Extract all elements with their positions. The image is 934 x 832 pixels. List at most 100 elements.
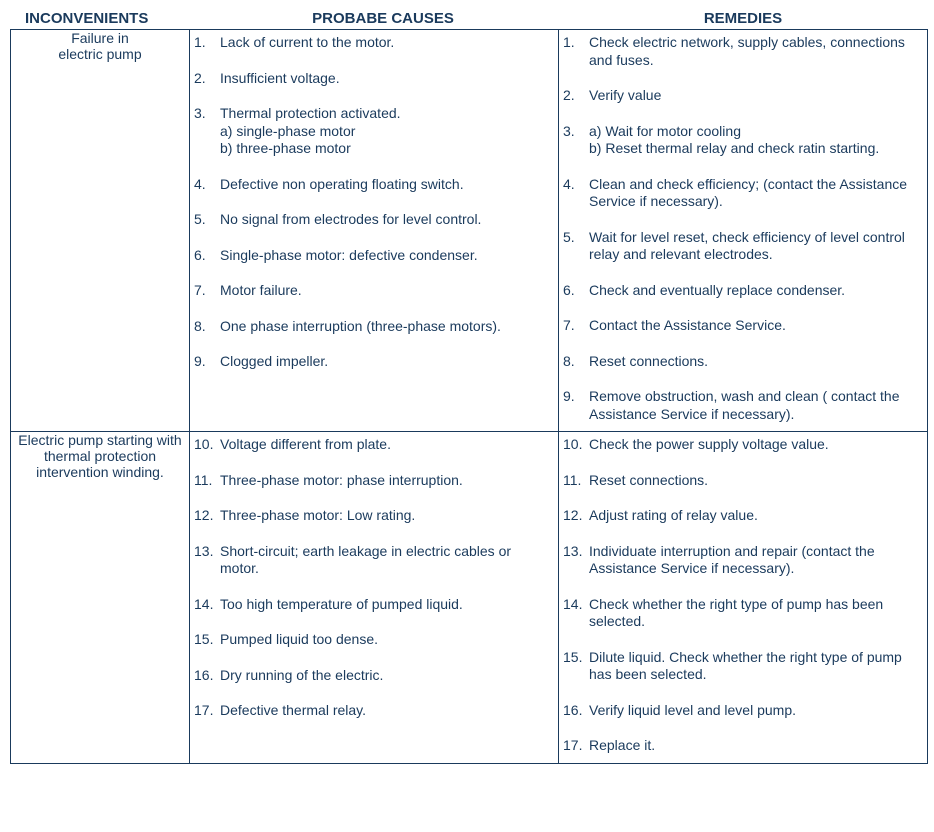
- item-number: 16.: [561, 702, 589, 720]
- cause-item: 13.Short-circuit; earth leakage in elect…: [190, 539, 558, 582]
- remedy-item: 1.Check electric network, supply cables,…: [559, 30, 927, 73]
- remedy-item: 12.Adjust rating of relay value.: [559, 503, 927, 529]
- table-row: Failure inelectric pump1.Lack of current…: [11, 30, 928, 432]
- item-number: 15.: [192, 631, 220, 649]
- item-text: Remove obstruction, wash and clean ( con…: [589, 388, 921, 423]
- cause-item: 4.Defective non operating floating switc…: [190, 172, 558, 198]
- item-number: 4.: [192, 176, 220, 194]
- item-text: One phase interruption (three-phase moto…: [220, 318, 552, 336]
- cause-item: 3.Thermal protection activated.a) single…: [190, 101, 558, 162]
- item-number: 3.: [192, 105, 220, 158]
- item-text: Individuate interruption and repair (con…: [589, 543, 921, 578]
- cause-item: 8.One phase interruption (three-phase mo…: [190, 314, 558, 340]
- item-number: 6.: [561, 282, 589, 300]
- causes-cell: 10.Voltage different from plate.11.Three…: [190, 432, 559, 764]
- item-text: Three-phase motor: Low rating.: [220, 507, 552, 525]
- item-text: Three-phase motor: phase interruption.: [220, 472, 552, 490]
- item-number: 7.: [561, 317, 589, 335]
- item-number: 13.: [192, 543, 220, 578]
- troubleshooting-table: Failure inelectric pump1.Lack of current…: [10, 29, 928, 764]
- item-text: Motor failure.: [220, 282, 552, 300]
- item-number: 11.: [192, 472, 220, 490]
- table-header-row: INCONVENIENTS PROBABE CAUSES REMEDIES: [10, 10, 924, 27]
- item-text: Voltage different from plate.: [220, 436, 552, 454]
- remedy-item: 9.Remove obstruction, wash and clean ( c…: [559, 384, 927, 427]
- item-text: Verify liquid level and level pump.: [589, 702, 921, 720]
- remedy-item: 2.Verify value: [559, 83, 927, 109]
- remedy-item: 17.Replace it.: [559, 733, 927, 759]
- item-number: 17.: [561, 737, 589, 755]
- remedy-item: 6.Check and eventually replace condenser…: [559, 278, 927, 304]
- table-row: Electric pump starting withthermal prote…: [11, 432, 928, 764]
- cause-item: 15.Pumped liquid too dense.: [190, 627, 558, 653]
- item-text: Check electric network, supply cables, c…: [589, 34, 921, 69]
- item-number: 5.: [561, 229, 589, 264]
- item-number: 12.: [561, 507, 589, 525]
- item-text: Check the power supply voltage value.: [589, 436, 921, 454]
- cause-item: 1.Lack of current to the motor.: [190, 30, 558, 56]
- item-number: 13.: [561, 543, 589, 578]
- remedy-item: 14.Check whether the right type of pump …: [559, 592, 927, 635]
- item-text: Insufficient voltage.: [220, 70, 552, 88]
- remedy-item: 15.Dilute liquid. Check whether the righ…: [559, 645, 927, 688]
- item-number: 2.: [561, 87, 589, 105]
- item-number: 10.: [192, 436, 220, 454]
- item-text: Verify value: [589, 87, 921, 105]
- item-number: 15.: [561, 649, 589, 684]
- item-text: Adjust rating of relay value.: [589, 507, 921, 525]
- header-inconvenients: INCONVENIENTS: [10, 10, 203, 27]
- item-text: Replace it.: [589, 737, 921, 755]
- item-text: Thermal protection activated.a) single-p…: [220, 105, 552, 158]
- item-number: 9.: [192, 353, 220, 371]
- inconvenient-cell: Failure inelectric pump: [11, 30, 190, 432]
- item-number: 17.: [192, 702, 220, 720]
- item-subtext: b) Reset thermal relay and check ratin s…: [589, 140, 921, 158]
- item-text: No signal from electrodes for level cont…: [220, 211, 552, 229]
- item-text: Contact the Assistance Service.: [589, 317, 921, 335]
- header-causes: PROBABE CAUSES: [203, 10, 563, 27]
- remedy-item: 11.Reset connections.: [559, 468, 927, 494]
- item-number: 5.: [192, 211, 220, 229]
- item-number: 14.: [192, 596, 220, 614]
- cause-item: 5.No signal from electrodes for level co…: [190, 207, 558, 233]
- item-text: Reset connections.: [589, 353, 921, 371]
- item-number: 1.: [192, 34, 220, 52]
- cause-item: 14.Too high temperature of pumped liquid…: [190, 592, 558, 618]
- item-text: Defective non operating floating switch.: [220, 176, 552, 194]
- remedy-item: 4.Clean and check efficiency; (contact t…: [559, 172, 927, 215]
- item-number: 4.: [561, 176, 589, 211]
- item-number: 8.: [561, 353, 589, 371]
- cause-item: 6.Single-phase motor: defective condense…: [190, 243, 558, 269]
- item-text: Short-circuit; earth leakage in electric…: [220, 543, 552, 578]
- item-number: 10.: [561, 436, 589, 454]
- cause-item: 7.Motor failure.: [190, 278, 558, 304]
- item-number: 1.: [561, 34, 589, 69]
- troubleshooting-page: INCONVENIENTS PROBABE CAUSES REMEDIES Fa…: [10, 10, 924, 764]
- item-text: Check whether the right type of pump has…: [589, 596, 921, 631]
- item-number: 16.: [192, 667, 220, 685]
- item-text: Check and eventually replace condenser.: [589, 282, 921, 300]
- item-subtext: a) single-phase motor: [220, 123, 552, 141]
- item-text: a) Wait for motor coolingb) Reset therma…: [589, 123, 921, 158]
- remedy-item: 5.Wait for level reset, check efficiency…: [559, 225, 927, 268]
- remedy-item: 7.Contact the Assistance Service.: [559, 313, 927, 339]
- item-text: Reset connections.: [589, 472, 921, 490]
- header-remedies: REMEDIES: [563, 10, 923, 27]
- item-text: Pumped liquid too dense.: [220, 631, 552, 649]
- cause-item: 11.Three-phase motor: phase interruption…: [190, 468, 558, 494]
- item-number: 7.: [192, 282, 220, 300]
- item-text: Defective thermal relay.: [220, 702, 552, 720]
- cause-item: 16.Dry running of the electric.: [190, 663, 558, 689]
- item-text: Clean and check efficiency; (contact the…: [589, 176, 921, 211]
- remedy-item: 16.Verify liquid level and level pump.: [559, 698, 927, 724]
- item-number: 14.: [561, 596, 589, 631]
- remedy-item: 13.Individuate interruption and repair (…: [559, 539, 927, 582]
- item-number: 2.: [192, 70, 220, 88]
- item-number: 12.: [192, 507, 220, 525]
- item-number: 9.: [561, 388, 589, 423]
- cause-item: 9.Clogged impeller.: [190, 349, 558, 375]
- item-subtext: b) three-phase motor: [220, 140, 552, 158]
- item-text: Too high temperature of pumped liquid.: [220, 596, 552, 614]
- remedy-item: 10.Check the power supply voltage value.: [559, 432, 927, 458]
- item-text: Single-phase motor: defective condenser.: [220, 247, 552, 265]
